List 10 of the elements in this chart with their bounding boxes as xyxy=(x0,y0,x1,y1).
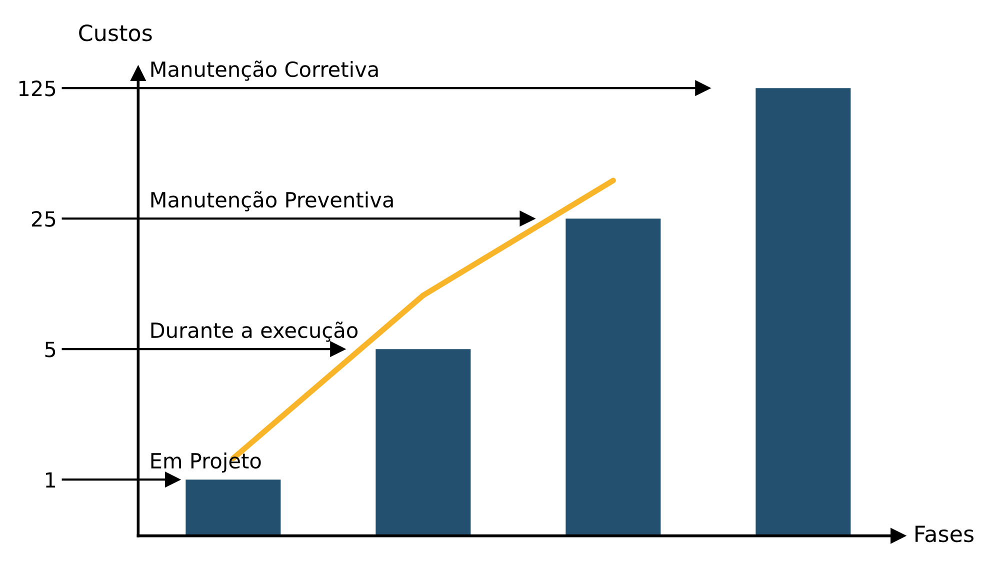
y-tick-label: 1 xyxy=(46,472,56,488)
ref-line-label: Em Projeto xyxy=(151,452,261,473)
y-tick-label: 125 xyxy=(19,80,56,96)
ref-line-label: Durante a execução xyxy=(151,322,358,342)
y-tick-label: 25 xyxy=(32,211,56,227)
y-axis-title: Custos xyxy=(79,24,152,42)
ref-line-label: Manutenção Corretiva xyxy=(151,60,378,81)
text: Fases xyxy=(916,526,974,542)
y-tick-label: 5 xyxy=(45,342,56,358)
ref-line-label: Manutenção Preventiva xyxy=(151,191,393,212)
